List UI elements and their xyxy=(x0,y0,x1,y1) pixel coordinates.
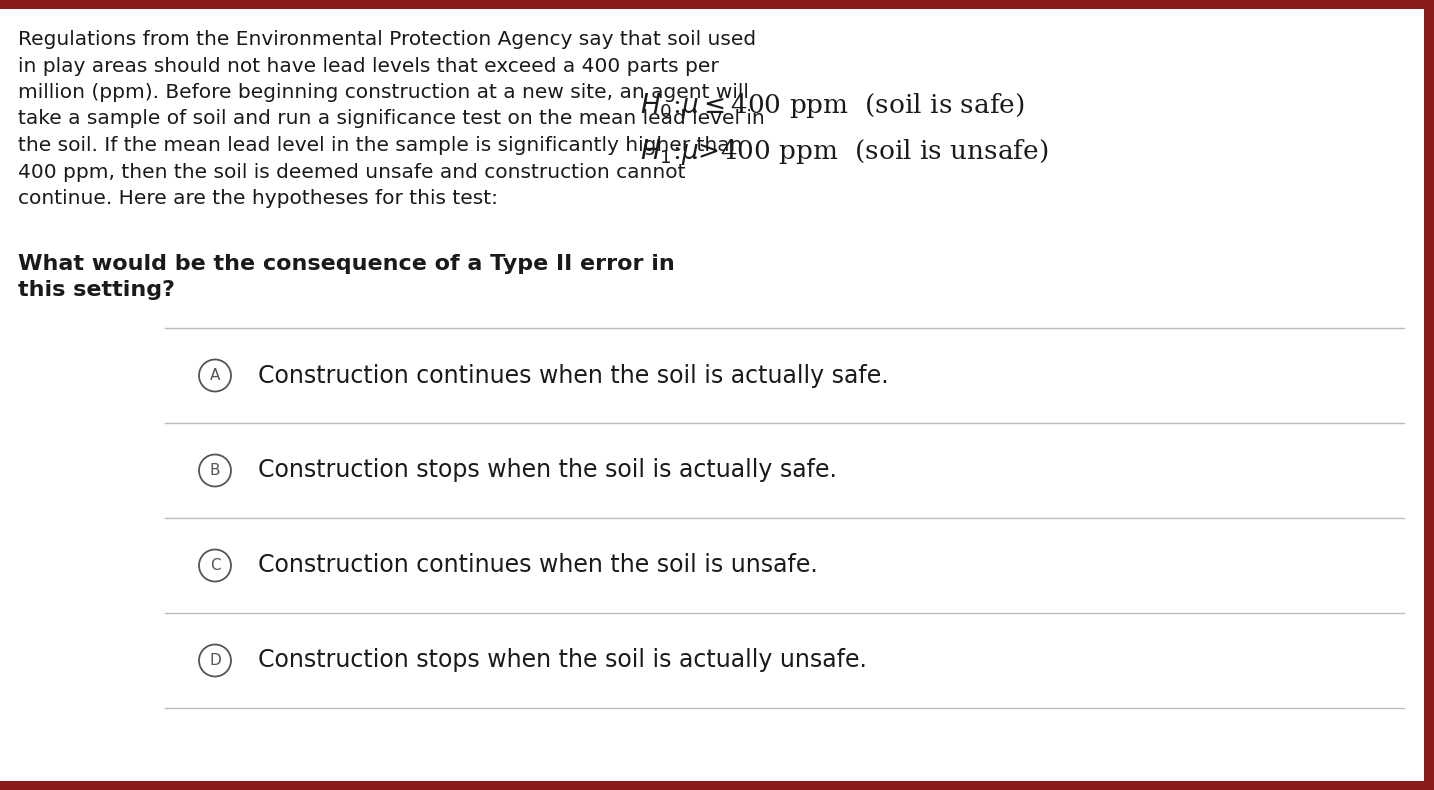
Text: C: C xyxy=(209,558,221,573)
Text: Regulations from the Environmental Protection Agency say that soil used: Regulations from the Environmental Prote… xyxy=(19,30,756,49)
Text: Construction continues when the soil is actually safe.: Construction continues when the soil is … xyxy=(258,363,889,388)
Text: B: B xyxy=(209,463,221,478)
Text: 400 ppm, then the soil is deemed unsafe and construction cannot: 400 ppm, then the soil is deemed unsafe … xyxy=(19,163,685,182)
Bar xyxy=(0,0,1434,9)
Text: Construction continues when the soil is unsafe.: Construction continues when the soil is … xyxy=(258,554,817,577)
Bar xyxy=(1424,0,1434,790)
Text: $H_0$:$\mu$$\leq$400 ppm  (soil is safe): $H_0$:$\mu$$\leq$400 ppm (soil is safe) xyxy=(640,91,1025,121)
Text: take a sample of soil and run a significance test on the mean lead level in: take a sample of soil and run a signific… xyxy=(19,110,764,129)
Text: in play areas should not have lead levels that exceed a 400 parts per: in play areas should not have lead level… xyxy=(19,57,718,76)
Text: this setting?: this setting? xyxy=(19,280,175,299)
Text: the soil. If the mean lead level in the sample is significantly higher than: the soil. If the mean lead level in the … xyxy=(19,136,743,155)
Text: Construction stops when the soil is actually unsafe.: Construction stops when the soil is actu… xyxy=(258,649,868,672)
Text: What would be the consequence of a Type II error in: What would be the consequence of a Type … xyxy=(19,254,675,273)
Text: $H_1$:$\mu$>400 ppm  (soil is unsafe): $H_1$:$\mu$>400 ppm (soil is unsafe) xyxy=(640,137,1048,167)
Text: Construction stops when the soil is actually safe.: Construction stops when the soil is actu… xyxy=(258,458,837,483)
Text: continue. Here are the hypotheses for this test:: continue. Here are the hypotheses for th… xyxy=(19,189,498,208)
Text: A: A xyxy=(209,368,221,383)
Text: D: D xyxy=(209,653,221,668)
Text: million (ppm). Before beginning construction at a new site, an agent will: million (ppm). Before beginning construc… xyxy=(19,83,749,102)
Bar xyxy=(0,781,1434,790)
